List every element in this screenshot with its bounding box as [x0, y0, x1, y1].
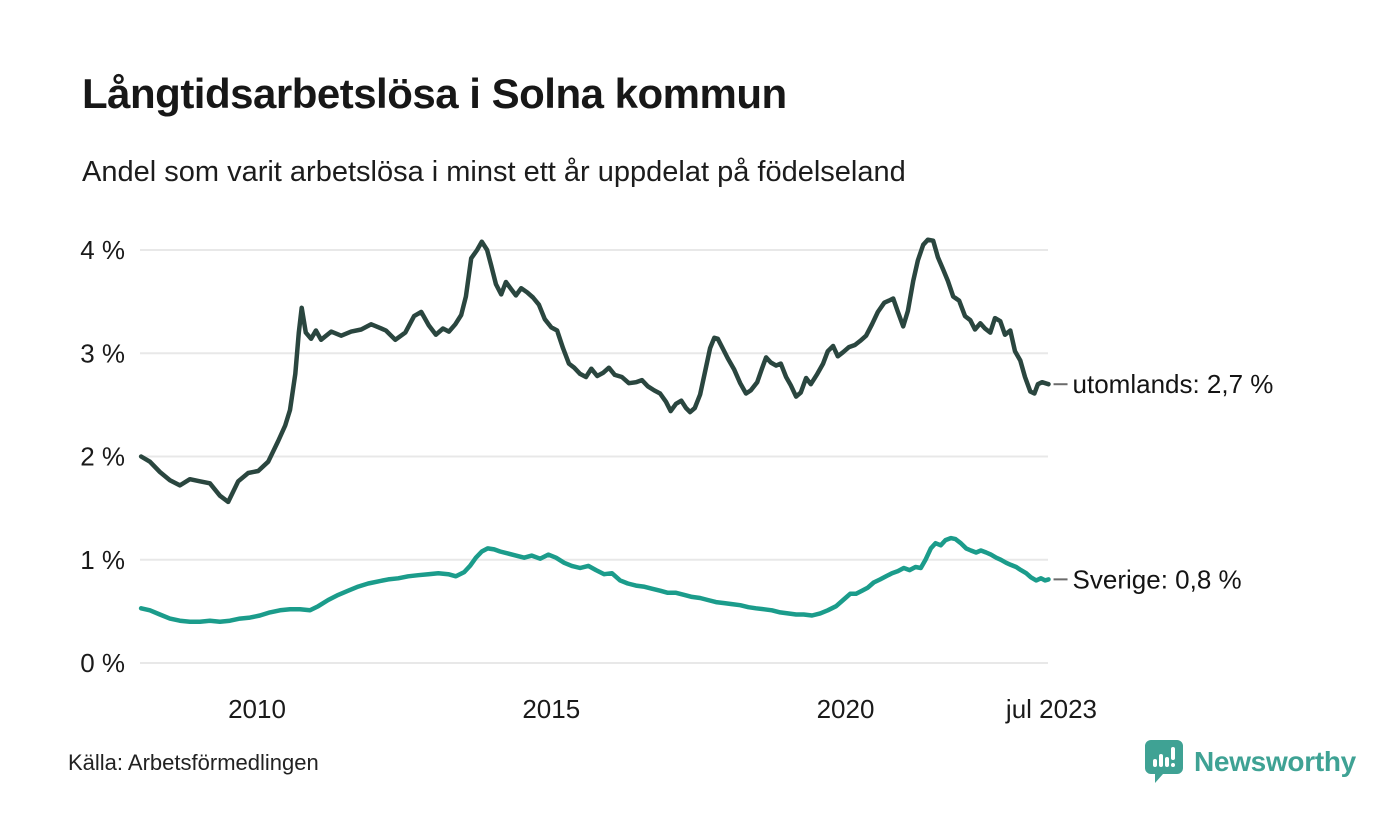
exclamation-mark-stem	[1171, 747, 1175, 760]
speech-bubble-shape	[1145, 740, 1183, 783]
x-axis-tick-label: jul 2023	[1005, 694, 1097, 724]
series-end-label-sverige: Sverige: 0,8 %	[1073, 564, 1242, 594]
source-note: Källa: Arbetsförmedlingen	[68, 750, 319, 775]
x-axis-tick-label: 2010	[228, 694, 286, 724]
series-end-label-utomlands: utomlands: 2,7 %	[1073, 369, 1274, 399]
y-axis-tick-label: 3 %	[80, 338, 125, 368]
series-line-utomlands	[138, 237, 1051, 505]
bar-chart-glyph-bar1	[1153, 759, 1157, 767]
y-axis-tick-label: 1 %	[80, 545, 125, 575]
y-axis-tick-label: 2 %	[80, 442, 125, 472]
exclamation-mark-dot	[1171, 763, 1175, 767]
bar-chart-glyph-bar2	[1159, 754, 1163, 767]
newsworthy-logo-icon	[1145, 740, 1183, 783]
page-title: Långtidsarbetslösa i Solna kommun	[82, 70, 787, 117]
y-axis-tick-label: 4 %	[80, 235, 125, 265]
x-axis-tick-label: 2015	[522, 694, 580, 724]
newsworthy-logo-text: Newsworthy	[1194, 745, 1356, 777]
chart-subtitle: Andel som varit arbetslösa i minst ett å…	[82, 156, 906, 188]
x-axis-tick-label: 2020	[817, 694, 875, 724]
newsworthy-logo: Newsworthy	[1144, 739, 1356, 784]
y-axis-tick-label: 0 %	[80, 648, 125, 678]
series-line-sverige	[138, 535, 1051, 624]
bar-chart-glyph-bar3	[1165, 757, 1169, 767]
